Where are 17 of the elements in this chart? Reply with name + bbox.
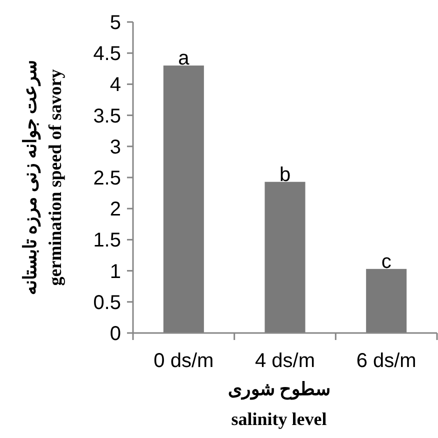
y-tick-label: 2 bbox=[110, 198, 121, 221]
y-tick-label: 1 bbox=[110, 260, 121, 283]
annotation: b bbox=[279, 164, 291, 186]
y-tick-label: 1.5 bbox=[93, 230, 121, 252]
x-tick-label: 6 ds/m bbox=[356, 350, 416, 372]
y-tick-label: 2.5 bbox=[93, 168, 121, 190]
y-tick-label: 5 bbox=[110, 12, 121, 34]
y-tick-label: 4 bbox=[110, 74, 121, 96]
annotation: c bbox=[381, 250, 392, 273]
y-tick-label: 3.5 bbox=[93, 105, 121, 128]
y-tick-label: 0 bbox=[110, 323, 121, 345]
x-tick-label: 4 ds/m bbox=[254, 350, 316, 372]
y-tick-label: 0.5 bbox=[93, 292, 121, 314]
y-tick-label: 3 bbox=[110, 136, 121, 158]
annotation: a bbox=[178, 48, 190, 70]
y-tick-label: 4.5 bbox=[93, 43, 121, 66]
x-tick-label: 0 ds/m bbox=[154, 350, 214, 372]
